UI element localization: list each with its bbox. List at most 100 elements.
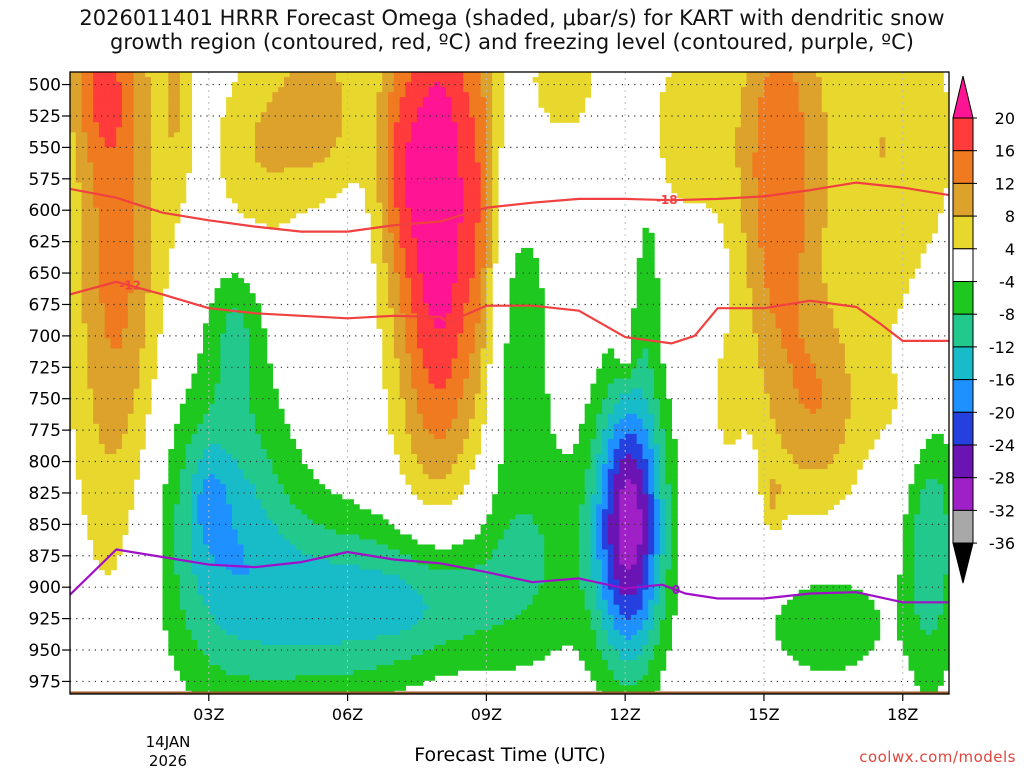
omega-cell	[226, 584, 233, 591]
omega-cell	[179, 554, 187, 561]
omega-cell	[226, 675, 233, 681]
omega-cell	[255, 117, 262, 123]
omega-cell	[359, 544, 366, 551]
omega-cell	[312, 187, 320, 194]
omega-cell	[133, 388, 140, 395]
omega-cell	[255, 514, 262, 520]
omega-cell	[243, 644, 250, 651]
omega-cell	[399, 192, 407, 199]
omega-cell	[81, 418, 88, 425]
omega-cell	[411, 137, 418, 143]
omega-cell	[330, 117, 337, 123]
omega-cell	[139, 122, 146, 128]
omega-cell	[110, 529, 117, 536]
omega-cell	[341, 660, 349, 666]
omega-cell	[226, 278, 233, 284]
omega-cell	[283, 564, 291, 571]
omega-cell	[93, 197, 100, 204]
omega-cell	[70, 343, 77, 350]
omega-cell	[162, 499, 169, 505]
omega-cell	[405, 655, 412, 661]
omega-cell	[260, 418, 268, 425]
omega-cell	[179, 428, 187, 435]
omega-cell	[122, 202, 129, 209]
omega-cell	[214, 308, 221, 314]
omega-cell	[70, 212, 77, 219]
omega-cell	[359, 609, 366, 616]
omega-cell	[75, 398, 83, 405]
omega-cell	[116, 177, 123, 184]
omega-cell	[341, 509, 349, 515]
omega-cell	[272, 489, 279, 495]
omega-cell	[104, 308, 112, 314]
omega-cell	[301, 675, 308, 681]
omega-cell	[174, 650, 181, 656]
omega-cell	[81, 318, 88, 324]
omega-cell	[260, 373, 268, 380]
omega-cell	[133, 137, 140, 143]
omega-cell	[197, 408, 204, 415]
omega-cell	[307, 142, 314, 148]
omega-cell	[255, 212, 262, 219]
omega-cell	[393, 539, 401, 546]
omega-cell	[347, 579, 354, 586]
omega-cell	[393, 122, 401, 128]
omega-cell	[220, 604, 227, 611]
omega-cell	[191, 433, 198, 440]
omega-cell	[81, 373, 88, 380]
omega-cell	[127, 142, 135, 148]
omega-cell	[116, 479, 123, 485]
omega-cell	[231, 278, 239, 284]
omega-cell	[382, 318, 389, 324]
omega-cell	[324, 489, 331, 495]
omega-cell	[139, 338, 146, 345]
omega-cell	[81, 479, 88, 485]
omega-cell	[255, 107, 262, 113]
omega-cell	[70, 177, 77, 184]
omega-cell	[370, 534, 378, 541]
omega-cell	[399, 152, 407, 159]
omega-cell	[370, 87, 378, 93]
omega-cell	[260, 443, 268, 450]
omega-cell	[220, 438, 227, 445]
omega-cell	[289, 489, 297, 495]
omega-cell	[197, 569, 204, 576]
omega-cell	[255, 519, 262, 525]
omega-cell	[255, 172, 262, 179]
omega-cell	[127, 443, 135, 450]
omega-cell	[145, 127, 152, 133]
omega-cell	[318, 77, 326, 83]
omega-cell	[249, 655, 256, 661]
omega-cell	[382, 117, 389, 123]
omega-cell	[278, 152, 285, 159]
omega-cell	[104, 252, 112, 259]
omega-cell	[278, 177, 285, 184]
omega-cell	[185, 604, 193, 611]
omega-cell	[203, 569, 210, 576]
omega-cell	[133, 192, 140, 199]
omega-cell	[81, 308, 88, 314]
omega-cell	[353, 87, 360, 93]
omega-cell	[399, 187, 407, 194]
omega-cell	[104, 479, 112, 485]
omega-cell	[283, 177, 291, 184]
omega-cell	[104, 569, 112, 576]
omega-cell	[307, 574, 314, 581]
omega-cell	[156, 227, 164, 234]
omega-cell	[139, 333, 146, 339]
omega-cell	[237, 438, 245, 445]
omega-cell	[81, 263, 88, 269]
omega-cell	[289, 454, 297, 460]
omega-cell	[220, 629, 227, 636]
omega-cell	[411, 252, 418, 259]
omega-cell	[139, 313, 146, 319]
omega-cell	[260, 564, 268, 571]
omega-cell	[330, 549, 337, 556]
omega-cell	[197, 448, 204, 455]
omega-cell	[388, 539, 395, 546]
omega-cell	[370, 660, 378, 666]
omega-cell	[249, 599, 256, 606]
omega-cell	[220, 680, 227, 686]
omega-cell	[353, 177, 360, 184]
omega-cell	[168, 237, 175, 244]
